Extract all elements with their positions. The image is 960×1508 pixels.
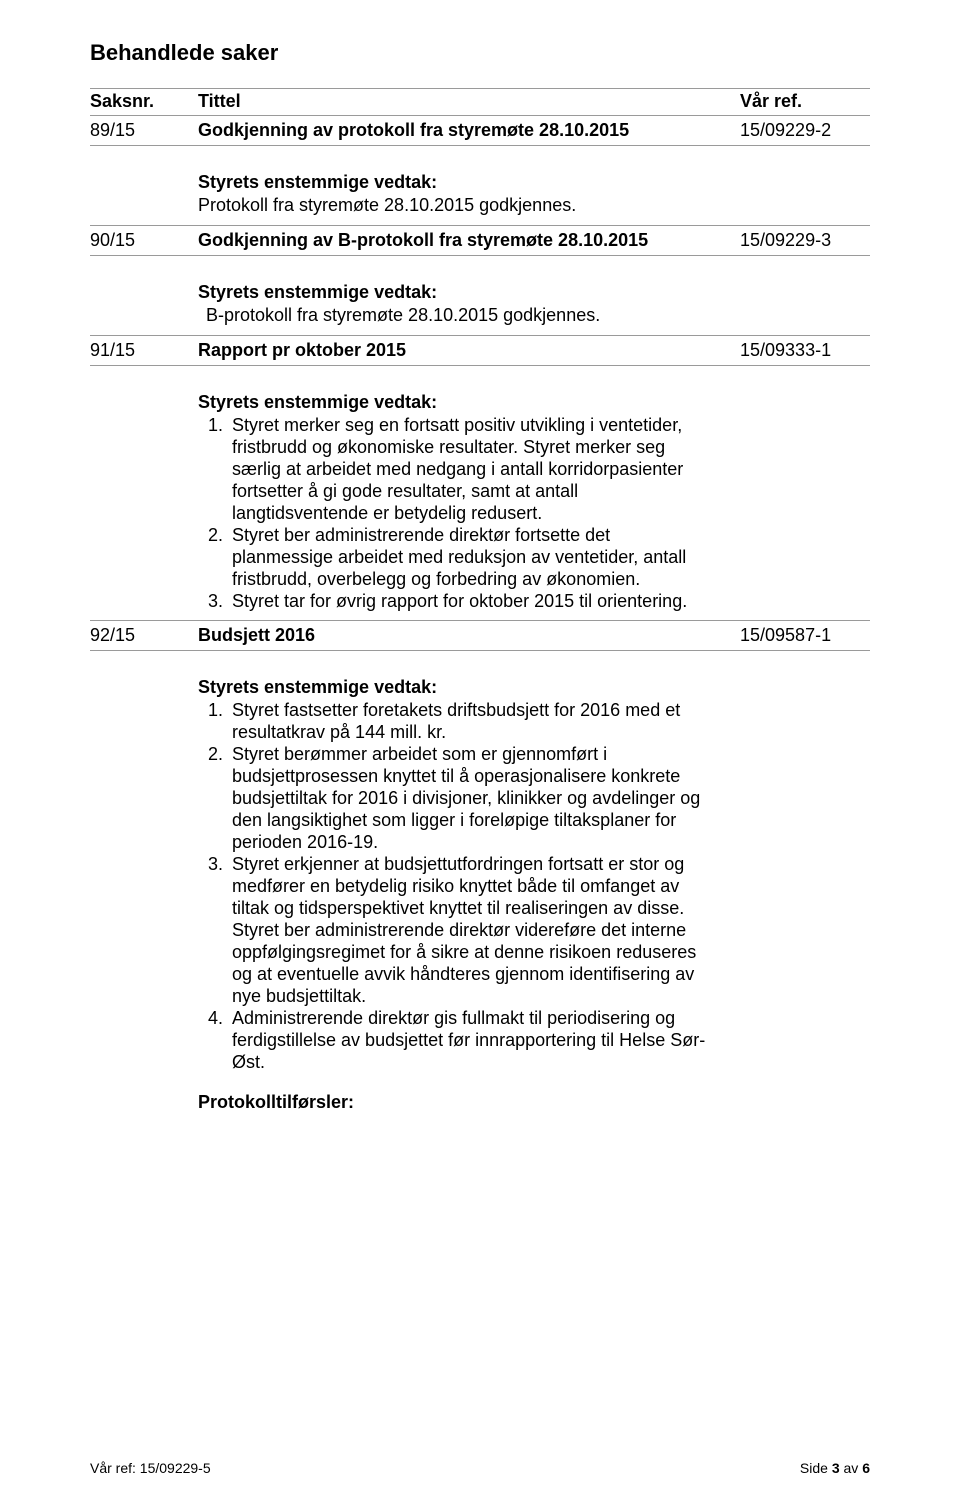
vedtak-block: Styrets enstemmige vedtak:Styret fastset… <box>90 651 870 1120</box>
case-id: 89/15 <box>90 120 198 141</box>
case-ref: 15/09333-1 <box>740 340 870 361</box>
case-row: 92/15Budsjett 201615/09587-1 <box>90 621 870 651</box>
footer-current-page: 3 <box>832 1460 840 1476</box>
footer-mid: av <box>840 1460 863 1476</box>
vedtak-list-item: Styret ber administrerende direktør fort… <box>228 525 708 591</box>
footer-ref: Vår ref: 15/09229-5 <box>90 1460 211 1476</box>
header-saksnr: Saksnr. <box>90 91 198 112</box>
header-tittel: Tittel <box>198 91 740 112</box>
header-ref: Vår ref. <box>740 91 870 112</box>
case-row: 91/15Rapport pr oktober 201515/09333-1 <box>90 336 870 366</box>
vedtak-block: Styrets enstemmige vedtak:Styret merker … <box>90 366 870 622</box>
vedtak-list-item: Administrerende direktør gis fullmakt ti… <box>228 1008 708 1074</box>
case-title: Budsjett 2016 <box>198 625 740 646</box>
vedtak-list: Styret fastsetter foretakets driftsbudsj… <box>228 700 708 1073</box>
vedtak-list-item: Styret merker seg en fortsatt positiv ut… <box>228 415 708 525</box>
case-id: 92/15 <box>90 625 198 646</box>
vedtak-list-item: Styret tar for øvrig rapport for oktober… <box>228 591 708 613</box>
vedtak-list-item: Styret fastsetter foretakets driftsbudsj… <box>228 700 708 744</box>
case-id: 91/15 <box>90 340 198 361</box>
footer-prefix: Side <box>800 1460 832 1476</box>
case-row: 90/15Godkjenning av B-protokoll fra styr… <box>90 226 870 256</box>
vedtak-inner: Styrets enstemmige vedtak:Styret merker … <box>198 392 708 613</box>
case-title: Rapport pr oktober 2015 <box>198 340 740 361</box>
vedtak-text: B-protokoll fra styremøte 28.10.2015 god… <box>206 305 708 327</box>
vedtak-list-item: Styret erkjenner at budsjettutfordringen… <box>228 854 708 1008</box>
cases-container: 89/15Godkjenning av protokoll fra styrem… <box>90 116 870 1121</box>
case-ref: 15/09229-3 <box>740 230 870 251</box>
case-id: 90/15 <box>90 230 198 251</box>
vedtak-block: Styrets enstemmige vedtak: B-protokoll f… <box>90 256 870 336</box>
case-title: Godkjenning av protokoll fra styremøte 2… <box>198 120 740 141</box>
case-row: 89/15Godkjenning av protokoll fra styrem… <box>90 116 870 146</box>
table-header-row: Saksnr. Tittel Vår ref. <box>90 88 870 116</box>
vedtak-inner: Styrets enstemmige vedtak:Styret fastset… <box>198 677 708 1073</box>
footer-page: Side 3 av 6 <box>800 1460 870 1476</box>
vedtak-heading: Styrets enstemmige vedtak: <box>198 172 708 193</box>
case-ref: 15/09587-1 <box>740 625 870 646</box>
vedtak-inner: Styrets enstemmige vedtak: B-protokoll f… <box>198 282 708 327</box>
footer-total-pages: 6 <box>862 1460 870 1476</box>
case-ref: 15/09229-2 <box>740 120 870 141</box>
vedtak-list: Styret merker seg en fortsatt positiv ut… <box>228 415 708 613</box>
vedtak-text: Protokoll fra styremøte 28.10.2015 godkj… <box>198 195 708 217</box>
page-title: Behandlede saker <box>90 40 870 66</box>
vedtak-heading: Styrets enstemmige vedtak: <box>198 282 708 303</box>
case-title: Godkjenning av B-protokoll fra styremøte… <box>198 230 740 251</box>
page-footer: Vår ref: 15/09229-5 Side 3 av 6 <box>90 1460 870 1476</box>
vedtak-heading: Styrets enstemmige vedtak: <box>198 392 708 413</box>
vedtak-block: Styrets enstemmige vedtak:Protokoll fra … <box>90 146 870 226</box>
vedtak-heading: Styrets enstemmige vedtak: <box>198 677 708 698</box>
protokoll-heading: Protokolltilførsler: <box>198 1092 870 1113</box>
vedtak-inner: Styrets enstemmige vedtak:Protokoll fra … <box>198 172 708 217</box>
vedtak-list-item: Styret berømmer arbeidet som er gjennomf… <box>228 744 708 854</box>
